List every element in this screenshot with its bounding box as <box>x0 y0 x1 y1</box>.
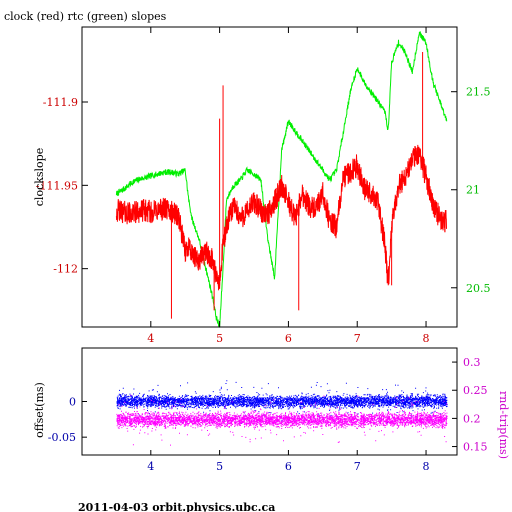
top-y2-tick-label: 21.5 <box>466 86 491 99</box>
clock-series-line <box>115 144 447 291</box>
top-x-tick-label: 4 <box>147 332 154 345</box>
top-y-axis-label: clockslope <box>33 148 46 206</box>
bottom-y2-tick-label: 0.25 <box>463 384 488 397</box>
top-y-tick-label: -111.9 <box>43 96 78 109</box>
top-y-tick-label: -111.95 <box>36 179 78 192</box>
chart-title: clock (red) rtc (green) slopes <box>4 10 167 23</box>
top-x-tick-label: 8 <box>423 332 430 345</box>
bottom-y-tick-label: 0 <box>69 396 76 409</box>
top-y2-tick-label: 21 <box>466 184 480 197</box>
top-y2-tick-label: 20.5 <box>466 282 491 295</box>
top-axes: 4 5 6 7 8 -111.9 -111.95 -112 21.5 21 20.5 <box>36 27 491 345</box>
bottom-y-axis-label: offset(ms) <box>33 382 46 438</box>
top-x-tick-label: 7 <box>354 332 361 345</box>
top-panel: 4 5 6 7 8 -111.9 -111.95 -112 21.5 21 20.5 clocksl… <box>33 26 491 345</box>
bottom-y2-tick-label: 0.2 <box>463 412 481 425</box>
top-x-tick-label: 6 <box>285 332 292 345</box>
offset-scatter-points <box>116 380 448 424</box>
roundtrip-scatter-points <box>116 394 448 446</box>
top-y-tick-label: -112 <box>53 263 78 276</box>
top-series-layer <box>115 31 448 328</box>
bottom-axes: 4 5 6 7 8 0 -0.05 0.3 0.25 0.2 0.15 <box>48 356 488 473</box>
top-plot-frame <box>81 26 458 328</box>
bottom-x-tick-label: 7 <box>354 460 361 473</box>
top-x-tick-label: 5 <box>216 332 223 345</box>
bottom-y-tick-label: -0.05 <box>48 431 76 444</box>
bottom-x-tick-label: 5 <box>216 460 223 473</box>
rtc-series-line <box>115 31 448 328</box>
bottom-y2-tick-label: 0.3 <box>463 356 481 369</box>
bottom-x-tick-label: 8 <box>423 460 430 473</box>
bottom-y2-axis-label: rnd-trip(ms) <box>497 391 510 459</box>
bottom-x-tick-label: 4 <box>147 460 154 473</box>
bottom-y2-tick-label: 0.15 <box>463 441 488 454</box>
bottom-panel: 4 5 6 7 8 0 -0.05 0.3 0.25 0.2 0.15 offset(ms) rnd… <box>33 347 510 473</box>
bottom-x-tick-label: 6 <box>285 460 292 473</box>
footer-caption: 2011-04-03 orbit.physics.ubc.ca <box>78 501 275 512</box>
bottom-series-layer <box>116 380 448 446</box>
